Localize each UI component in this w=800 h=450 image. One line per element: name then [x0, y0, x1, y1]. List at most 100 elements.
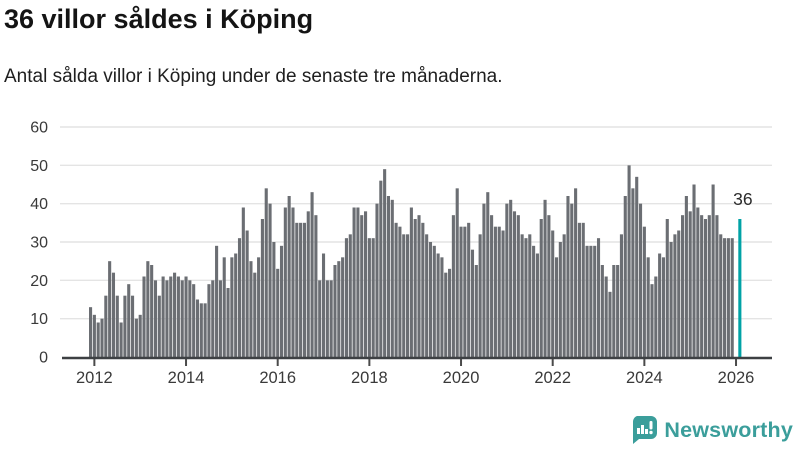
bar: [398, 226, 402, 357]
bar: [383, 169, 387, 357]
bar: [421, 222, 425, 357]
bar: [379, 180, 383, 357]
bar: [703, 219, 708, 357]
bar: [360, 215, 364, 357]
bar: [665, 219, 669, 357]
bar: [478, 234, 482, 357]
bar: [432, 245, 436, 357]
page-title: 36 villor såldes i Köping: [4, 4, 314, 34]
bar: [169, 276, 173, 357]
bar: [455, 188, 459, 357]
bar: [547, 215, 551, 357]
bar: [184, 276, 188, 357]
bar: [528, 234, 532, 357]
bar: [501, 230, 505, 357]
y-tick-label: 30: [30, 235, 48, 252]
bar: [283, 207, 287, 357]
bar: [364, 211, 368, 357]
newsworthy-speech-bubble-chart-icon: [633, 416, 658, 444]
bar: [287, 196, 291, 357]
bar: [100, 318, 104, 357]
y-tick-label: 10: [30, 311, 48, 328]
bar: [215, 245, 219, 357]
bar: [654, 276, 658, 357]
bar: [192, 284, 196, 357]
bar: [574, 188, 578, 357]
highlight-annotation: 36: [733, 189, 752, 209]
bar: [585, 245, 589, 357]
bar: [486, 192, 490, 357]
bar: [520, 234, 524, 357]
bar: [180, 280, 184, 357]
bar: [669, 242, 673, 357]
bar: [723, 238, 727, 357]
bar: [291, 207, 295, 357]
bar: [367, 238, 371, 357]
bar: [279, 245, 284, 357]
bar: [150, 265, 154, 357]
bar: [631, 188, 635, 357]
bar: [593, 245, 597, 357]
bar: [306, 211, 310, 357]
bar: [448, 268, 452, 357]
x-tick-label: 2022: [534, 369, 571, 387]
x-tick-label: 2012: [76, 369, 113, 387]
bar: [299, 222, 303, 357]
bar: [245, 230, 249, 357]
bar: [715, 215, 719, 357]
bar: [417, 215, 421, 357]
bar: [199, 303, 203, 357]
bar: [402, 234, 406, 357]
bar: [257, 257, 261, 357]
bar: [165, 280, 169, 357]
newsworthy-brand[interactable]: Newsworthy: [631, 415, 793, 445]
bar: [577, 222, 581, 357]
bar: [409, 207, 413, 357]
bar: [505, 203, 509, 357]
bar: [566, 196, 570, 357]
bar: [570, 203, 574, 357]
page-subtitle: Antal sålda villor i Köping under de sen…: [4, 66, 503, 87]
bar: [173, 272, 177, 357]
bar: [104, 295, 108, 357]
bar: [467, 222, 471, 357]
bar: [371, 238, 375, 357]
bar: [321, 253, 326, 357]
bar: [425, 234, 429, 357]
bar: [681, 215, 685, 357]
bar: [616, 265, 620, 357]
bar: [89, 307, 93, 357]
bar: [329, 280, 333, 357]
bar: [295, 222, 299, 357]
bar: [707, 215, 711, 357]
bar: [127, 284, 131, 357]
y-tick-label: 60: [30, 120, 48, 137]
bar: [459, 226, 463, 357]
bar: [153, 280, 158, 357]
bar: [146, 261, 150, 357]
bar: [532, 245, 536, 357]
bar: [203, 303, 207, 357]
brand-name: Newsworthy: [664, 417, 793, 442]
bar: [96, 322, 100, 357]
bar: [623, 196, 627, 357]
bar: [589, 245, 593, 357]
bar: [134, 318, 138, 357]
bar: [512, 211, 517, 357]
bar: [176, 276, 180, 357]
bar: [440, 257, 444, 357]
bar: [310, 192, 314, 357]
bar: [562, 234, 566, 357]
bar: [207, 284, 211, 357]
bar: [608, 291, 612, 357]
bar: [673, 234, 677, 357]
bar: [661, 257, 666, 357]
bar: [341, 257, 345, 357]
bar: [119, 322, 123, 357]
bar: [406, 234, 410, 357]
axis-labels: 0 10 20 30 40 50 60 2012 2014 2016 2018 2020 2022 202…: [30, 120, 754, 387]
y-tick-label: 20: [30, 273, 48, 290]
bar: [497, 226, 501, 357]
